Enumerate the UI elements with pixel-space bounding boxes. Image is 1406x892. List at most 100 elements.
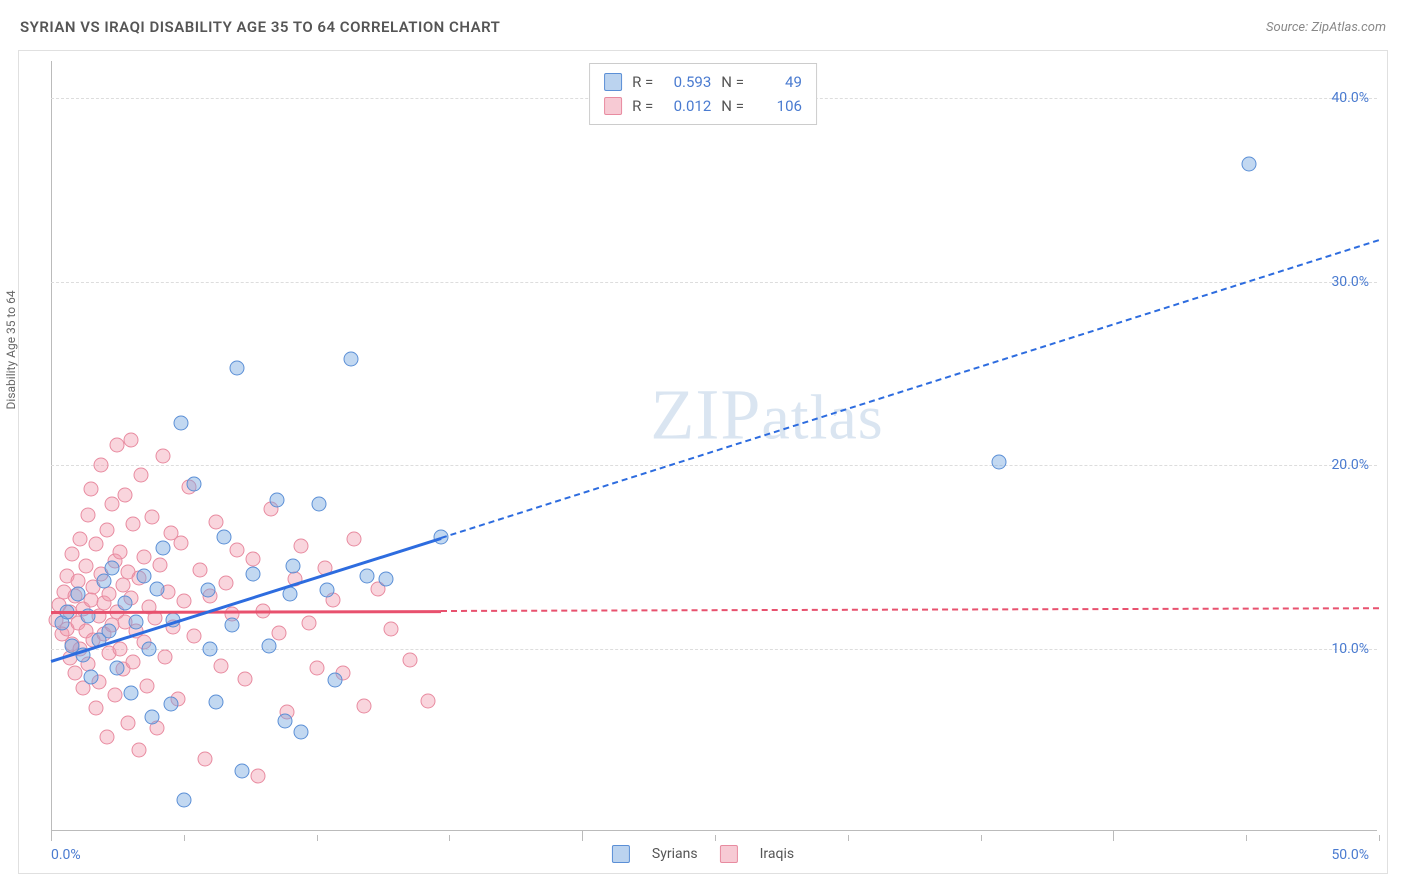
scatter-point-iraqis bbox=[192, 563, 207, 578]
scatter-point-iraqis bbox=[94, 458, 109, 473]
source-prefix: Source: bbox=[1266, 20, 1311, 35]
scatter-point-syrians bbox=[110, 660, 125, 675]
scatter-point-iraqis bbox=[229, 542, 244, 557]
y-tick-label: 30.0% bbox=[1331, 274, 1369, 290]
x-tick bbox=[1379, 835, 1380, 841]
scatter-point-syrians bbox=[293, 724, 308, 739]
scatter-point-iraqis bbox=[383, 621, 398, 636]
y-tick-label: 20.0% bbox=[1331, 457, 1369, 473]
scatter-point-syrians bbox=[163, 697, 178, 712]
scatter-point-syrians bbox=[102, 623, 117, 638]
scatter-point-syrians bbox=[312, 496, 327, 511]
swatch-series-b-icon bbox=[604, 97, 622, 115]
scatter-point-iraqis bbox=[421, 693, 436, 708]
scatter-point-syrians bbox=[128, 614, 143, 629]
scatter-point-iraqis bbox=[136, 550, 151, 565]
scatter-point-iraqis bbox=[67, 666, 82, 681]
scatter-point-iraqis bbox=[113, 544, 128, 559]
scatter-point-iraqis bbox=[121, 715, 136, 730]
scatter-point-iraqis bbox=[99, 730, 114, 745]
scatter-point-syrians bbox=[208, 695, 223, 710]
scatter-point-iraqis bbox=[176, 594, 191, 609]
trendline-iraqis-extrapolated bbox=[441, 607, 1379, 612]
r-label: R = bbox=[632, 94, 653, 118]
stats-legend-box: R = 0.593 N = 49 R = 0.012 N = 106 bbox=[589, 63, 817, 125]
scatter-point-syrians bbox=[216, 530, 231, 545]
swatch-series-b-icon bbox=[720, 845, 738, 863]
n-label: N = bbox=[721, 70, 744, 94]
scatter-point-iraqis bbox=[346, 531, 361, 546]
scatter-point-iraqis bbox=[155, 449, 170, 464]
n-value-a: 49 bbox=[754, 70, 802, 94]
scatter-point-syrians bbox=[150, 581, 165, 596]
scatter-point-syrians bbox=[83, 669, 98, 684]
scatter-point-syrians bbox=[155, 541, 170, 556]
x-tick bbox=[582, 831, 583, 841]
x-tick bbox=[715, 835, 716, 841]
scatter-point-iraqis bbox=[251, 769, 266, 784]
scatter-point-syrians bbox=[229, 360, 244, 375]
scatter-point-iraqis bbox=[126, 517, 141, 532]
scatter-point-iraqis bbox=[402, 653, 417, 668]
trendline-syrians-extrapolated bbox=[441, 239, 1379, 539]
scatter-point-syrians bbox=[200, 583, 215, 598]
chart-title: SYRIAN VS IRAQI DISABILITY AGE 35 TO 64 … bbox=[20, 18, 500, 36]
scatter-point-syrians bbox=[261, 638, 276, 653]
scatter-point-iraqis bbox=[198, 752, 213, 767]
scatter-point-syrians bbox=[328, 673, 343, 688]
scatter-point-syrians bbox=[1241, 156, 1256, 171]
scatter-point-iraqis bbox=[219, 576, 234, 591]
scatter-point-syrians bbox=[360, 568, 375, 583]
scatter-point-syrians bbox=[344, 351, 359, 366]
scatter-point-iraqis bbox=[107, 688, 122, 703]
scatter-point-iraqis bbox=[187, 629, 202, 644]
chart-frame: Disability Age 35 to 64 ZIPatlas R = 0.5… bbox=[18, 50, 1388, 874]
trendline-iraqis bbox=[51, 610, 441, 613]
scatter-point-iraqis bbox=[131, 743, 146, 758]
scatter-point-iraqis bbox=[301, 616, 316, 631]
scatter-point-iraqis bbox=[78, 559, 93, 574]
scatter-point-iraqis bbox=[144, 509, 159, 524]
x-tick bbox=[981, 835, 982, 841]
series-legend: Syrians Iraqis bbox=[612, 845, 794, 863]
x-tick bbox=[184, 835, 185, 841]
scatter-point-syrians bbox=[203, 642, 218, 657]
scatter-point-syrians bbox=[176, 792, 191, 807]
scatter-point-syrians bbox=[235, 763, 250, 778]
stats-row-series-b: R = 0.012 N = 106 bbox=[604, 94, 802, 118]
scatter-point-iraqis bbox=[174, 535, 189, 550]
x-tick bbox=[317, 835, 318, 841]
n-label: N = bbox=[721, 94, 744, 118]
scatter-point-iraqis bbox=[83, 482, 98, 497]
swatch-series-a-icon bbox=[604, 73, 622, 91]
scatter-point-iraqis bbox=[134, 467, 149, 482]
scatter-point-iraqis bbox=[123, 432, 138, 447]
scatter-point-syrians bbox=[118, 596, 133, 611]
scatter-point-syrians bbox=[269, 493, 284, 508]
source-attribution: Source: ZipAtlas.com bbox=[1266, 20, 1386, 35]
r-label: R = bbox=[632, 70, 653, 94]
scatter-point-syrians bbox=[97, 574, 112, 589]
x-tick bbox=[51, 831, 52, 841]
x-tick bbox=[449, 835, 450, 841]
scatter-point-iraqis bbox=[126, 655, 141, 670]
scatter-point-syrians bbox=[320, 583, 335, 598]
plot-area: ZIPatlas bbox=[51, 61, 1377, 831]
scatter-point-iraqis bbox=[89, 701, 104, 716]
series-a-label: Syrians bbox=[652, 846, 698, 862]
scatter-point-syrians bbox=[277, 713, 292, 728]
r-value-b: 0.012 bbox=[663, 94, 711, 118]
source-name: ZipAtlas.com bbox=[1311, 20, 1386, 35]
scatter-point-syrians bbox=[70, 587, 85, 602]
scatter-point-iraqis bbox=[89, 537, 104, 552]
scatter-point-syrians bbox=[144, 710, 159, 725]
x-tick bbox=[1113, 831, 1114, 841]
series-b-label: Iraqis bbox=[760, 846, 794, 862]
scatter-point-syrians bbox=[136, 568, 151, 583]
scatter-point-syrians bbox=[224, 618, 239, 633]
scatter-point-iraqis bbox=[245, 552, 260, 567]
watermark-big: ZIP bbox=[650, 375, 761, 455]
scatter-point-iraqis bbox=[118, 487, 133, 502]
scatter-point-iraqis bbox=[113, 642, 128, 657]
scatter-point-iraqis bbox=[99, 522, 114, 537]
